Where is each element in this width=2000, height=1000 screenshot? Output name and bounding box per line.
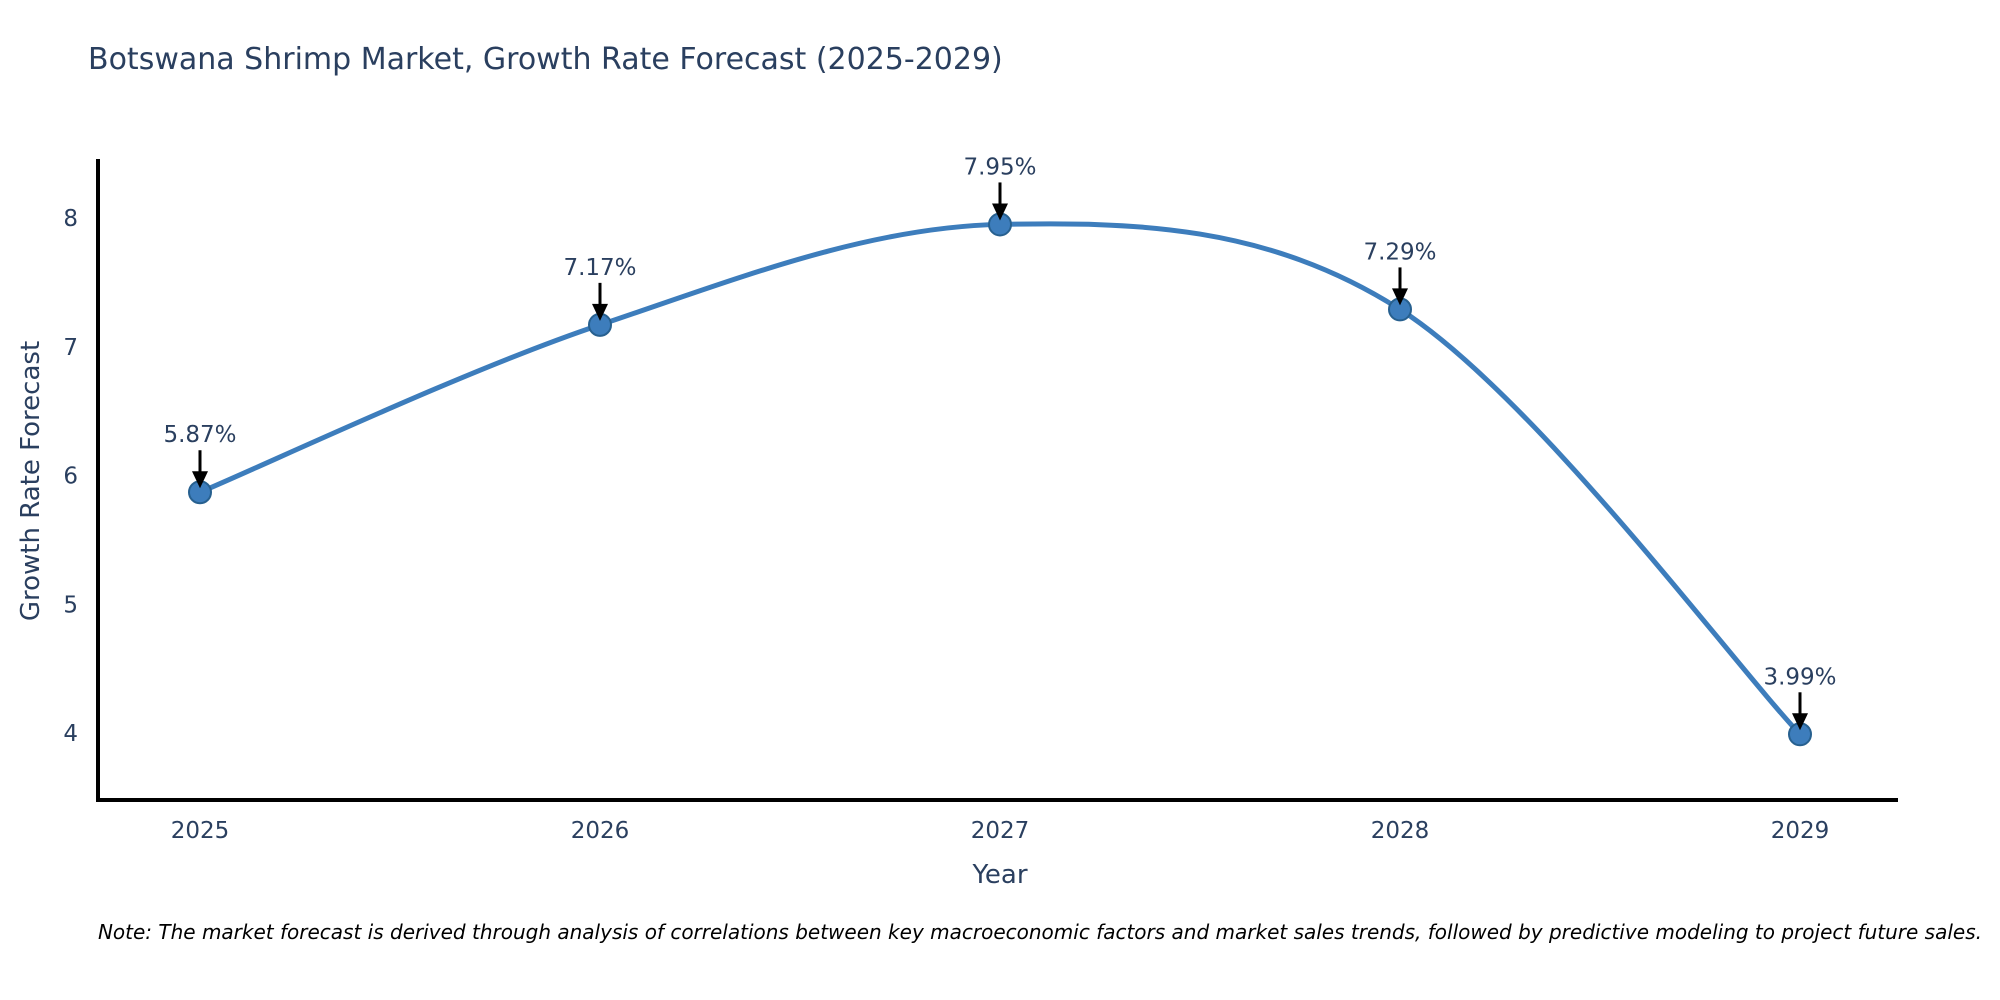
- footnote: Note: The market forecast is derived thr…: [97, 920, 1982, 944]
- data-point-label: 3.99%: [1763, 664, 1836, 690]
- y-tick-label: 4: [63, 721, 78, 747]
- y-tick-label: 5: [63, 592, 78, 618]
- x-axis-title: Year: [972, 860, 1028, 890]
- x-tick-label: 2026: [571, 818, 630, 844]
- y-tick-label: 8: [63, 206, 78, 232]
- y-tick-label: 6: [63, 464, 78, 490]
- x-tick-label: 2025: [171, 818, 230, 844]
- data-point-label: 7.17%: [563, 255, 636, 281]
- data-point-label: 7.95%: [963, 154, 1036, 180]
- data-point-label: 5.87%: [163, 422, 236, 448]
- y-tick-label: 7: [63, 335, 78, 361]
- annotation-arrow-head: [192, 471, 208, 489]
- x-tick-label: 2029: [1771, 818, 1830, 844]
- chart-title: Botswana Shrimp Market, Growth Rate Fore…: [88, 42, 1003, 77]
- x-tick-label: 2027: [971, 818, 1030, 844]
- annotation-arrow-head: [592, 303, 608, 321]
- axis-line: [96, 159, 1898, 802]
- x-tick-label: 2028: [1371, 818, 1430, 844]
- data-point-label: 7.29%: [1363, 239, 1436, 265]
- y-axis-title: Growth Rate Forecast: [16, 340, 46, 622]
- annotation-arrow-head: [1392, 288, 1408, 306]
- forecast-line: [199, 221, 1802, 737]
- annotation-arrow-head: [992, 203, 1008, 221]
- annotation-arrow-head: [1792, 713, 1808, 731]
